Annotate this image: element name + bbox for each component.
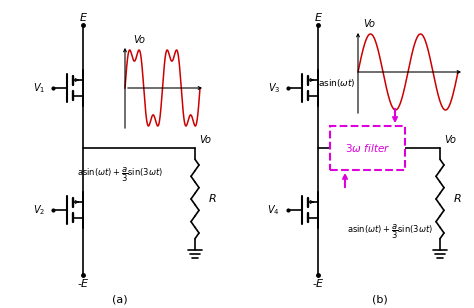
Text: E: E [80, 13, 86, 23]
Text: $V_2$: $V_2$ [33, 203, 45, 217]
Text: $\mathrm{a}\sin(\omega t)+\dfrac{a}{3}\sin(3\omega t)$: $\mathrm{a}\sin(\omega t)+\dfrac{a}{3}\s… [77, 166, 163, 184]
Text: Vo: Vo [199, 135, 211, 145]
Text: $V_1$: $V_1$ [33, 81, 45, 95]
Text: -E: -E [78, 279, 89, 289]
Text: (a): (a) [112, 295, 128, 305]
Text: E: E [315, 13, 321, 23]
Text: Vo: Vo [133, 35, 145, 45]
Text: Vo: Vo [444, 135, 456, 145]
Text: R: R [454, 194, 462, 204]
Text: Vo: Vo [363, 19, 375, 29]
Text: $3\omega$ $\mathit{filter}$: $3\omega$ $\mathit{filter}$ [345, 142, 390, 154]
Bar [330, 126, 405, 170]
Text: $V_4$: $V_4$ [267, 203, 280, 217]
Text: (b): (b) [372, 295, 388, 305]
Text: R: R [209, 194, 217, 204]
Text: -E: -E [312, 279, 323, 289]
Text: $\mathrm{a}\sin(\omega t)$: $\mathrm{a}\sin(\omega t)$ [318, 77, 356, 89]
Text: $\mathrm{a}\sin(\omega t)+\dfrac{a}{3}\sin(3\omega t)$: $\mathrm{a}\sin(\omega t)+\dfrac{a}{3}\s… [347, 223, 433, 241]
Text: $V_3$: $V_3$ [267, 81, 280, 95]
